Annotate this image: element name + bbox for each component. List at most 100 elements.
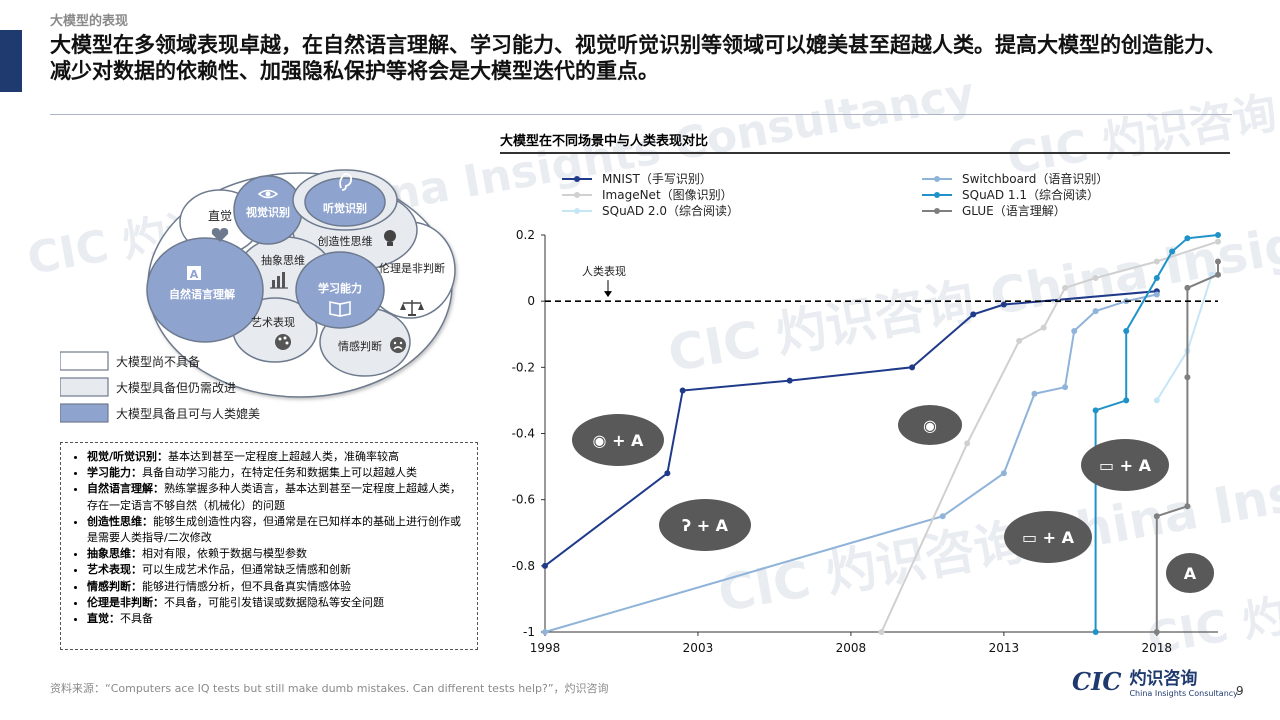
note-text: 相对有限，依赖于数据与模型参数 [142, 547, 307, 561]
legend-label-full: 大模型具备且可与人类媲美 [116, 407, 260, 421]
source-note: 资料来源：“Computers ace IQ tests but still m… [50, 682, 609, 695]
data-point [1092, 275, 1099, 282]
data-point [1153, 275, 1160, 282]
notes-list: 视觉/听觉识别：基本达到甚至一定程度上超越人类，准确率较高学习能力：具备自动学习… [71, 449, 469, 627]
legend-label: SQuAD 1.1（综合阅读） [962, 187, 1099, 202]
bubble-icon-glyph: A [1184, 564, 1197, 583]
bubble-body [572, 414, 664, 466]
brain-legend: 大模型尚不具备 大模型具备但仍需改进 大模型具备且可与人类媲美 [60, 351, 260, 423]
note-item: 情感判断：能够进行情感分析，但不具备真实情感体验 [87, 579, 469, 595]
region-label-nlu: 自然语言理解 [169, 287, 235, 301]
data-point [679, 387, 686, 394]
y-tick-label: -0.6 [512, 493, 535, 507]
translate-icon: A [187, 266, 201, 281]
legend-label: MNIST（手写识别） [602, 172, 712, 186]
page-number: 9 [1236, 684, 1244, 698]
note-term: 抽象思维： [87, 547, 142, 561]
data-point [1215, 232, 1221, 238]
note-text: 熟练掌握多种人类语言，基本达到甚至一定程度上超越人类，存在一定语言不够自然（机械… [87, 482, 461, 512]
data-point [1092, 308, 1099, 315]
logo-text: 灼识咨询 China Insights Consultancy [1129, 664, 1237, 698]
data-point [1184, 374, 1191, 381]
legend-marker [934, 176, 940, 182]
note-item: 直觉：不具备 [87, 611, 469, 627]
region-label-learning: 学习能力 [318, 281, 362, 295]
data-point [1000, 470, 1007, 477]
data-point [1123, 397, 1130, 404]
x-tick-label: 2018 [1142, 641, 1173, 655]
legend-label-none: 大模型尚不具备 [116, 355, 200, 369]
data-point [1184, 235, 1191, 242]
header-divider [50, 114, 1232, 115]
note-text: 能够生成创造性内容，但通常是在已知样本的基础上进行创作或是需要人类指导/二次修改 [87, 514, 461, 545]
data-point [964, 440, 971, 447]
region-label-vision: 视觉识别 [246, 205, 290, 219]
palette-icon [275, 334, 291, 350]
reading-nlu-bubble: ▭ + A [1081, 439, 1169, 491]
region-hearing-inner [304, 177, 386, 227]
data-point [878, 629, 885, 635]
x-tick-label: 1998 [530, 641, 561, 655]
series-line [1094, 234, 1219, 632]
x-tick-label: 2008 [836, 641, 867, 655]
legend-swatch-partial [60, 377, 109, 397]
bubble-body [1166, 553, 1214, 593]
data-point [1092, 629, 1099, 635]
data-point [1184, 503, 1191, 510]
note-item: 创造性思维：能够生成创造性内容，但通常是在已知样本的基础上进行创作或是需要人类指… [87, 514, 469, 546]
note-item: 伦理是非判断：不具备，可能引发错误或数据隐私等安全问题 [87, 595, 469, 611]
note-text: 可以生成艺术作品，但通常缺乏情感和创新 [142, 563, 351, 577]
bubble-tail [578, 430, 586, 446]
page-headline: 大模型在多领域表现卓越，在自然语言理解、学习能力、视觉听觉识别等领域可以媲美甚至… [50, 33, 1226, 83]
bubble-icon-glyph: ◉ [923, 416, 937, 435]
note-term: 视觉/听觉识别： [87, 450, 169, 463]
logo-en: China Insights Consultancy [1129, 689, 1238, 698]
section-label: 大模型的表现 [50, 14, 129, 29]
data-point [970, 311, 977, 318]
bar-chart-icon [270, 272, 288, 289]
data-point [1215, 271, 1221, 278]
data-point [1184, 284, 1191, 291]
note-item: 抽象思维：相对有限，依赖于数据与模型参数 [87, 546, 469, 562]
note-text: 具备自动学习能力，在特定任务和数据集上可以超越人类 [142, 466, 417, 480]
region-label-ethics: 伦理是非判断 [379, 261, 445, 275]
legend-marker [934, 192, 940, 198]
bubble-icon-glyph: ʔ + A [682, 516, 729, 535]
y-tick-label: -1 [523, 625, 535, 639]
data-point [1000, 301, 1007, 308]
data-point [939, 513, 946, 520]
bubble-tail [1010, 527, 1018, 543]
region-label-intuition: 直觉 [208, 209, 232, 223]
note-text: 不具备，可能引发错误或数据隐私等安全问题 [164, 595, 384, 609]
eye-icon [257, 189, 279, 199]
bubble-body [1081, 439, 1169, 491]
data-point [664, 470, 671, 477]
note-term: 创造性思维： [87, 514, 153, 528]
data-point [1215, 258, 1221, 265]
human-baseline-label: 人类表现 [582, 264, 626, 278]
note-term: 自然语言理解： [87, 482, 164, 496]
nlu-bubble: A [1166, 553, 1214, 593]
region-nlu [146, 237, 264, 343]
accent-bar [0, 30, 22, 92]
data-point [1153, 513, 1160, 520]
scale-icon [400, 300, 424, 316]
data-point [1031, 390, 1038, 397]
data-point [542, 562, 548, 569]
region-learning [295, 251, 385, 329]
legend-marker [934, 208, 940, 214]
x-tick-label: 2013 [989, 641, 1020, 655]
chart-title-underline [500, 152, 1230, 154]
vision-bubble: ◉ [898, 405, 962, 445]
book-icon [329, 301, 351, 317]
company-logo: CIC 灼识咨询 China Insights Consultancy [1072, 664, 1238, 699]
y-tick-label: 0 [527, 294, 535, 308]
note-term: 直觉： [87, 612, 120, 626]
legend-label-partial: 大模型具备但仍需改进 [116, 381, 236, 395]
region-label-creative: 创造性思维 [318, 234, 373, 248]
x-tick-label: 2003 [683, 641, 714, 655]
chart-series [542, 232, 1221, 635]
data-point [1215, 238, 1221, 245]
note-text: 基本达到甚至一定程度上超越人类，准确率较高 [168, 450, 400, 463]
watermark: CIC 灼识咨询 China Insights Consultancy [1003, 0, 1280, 185]
